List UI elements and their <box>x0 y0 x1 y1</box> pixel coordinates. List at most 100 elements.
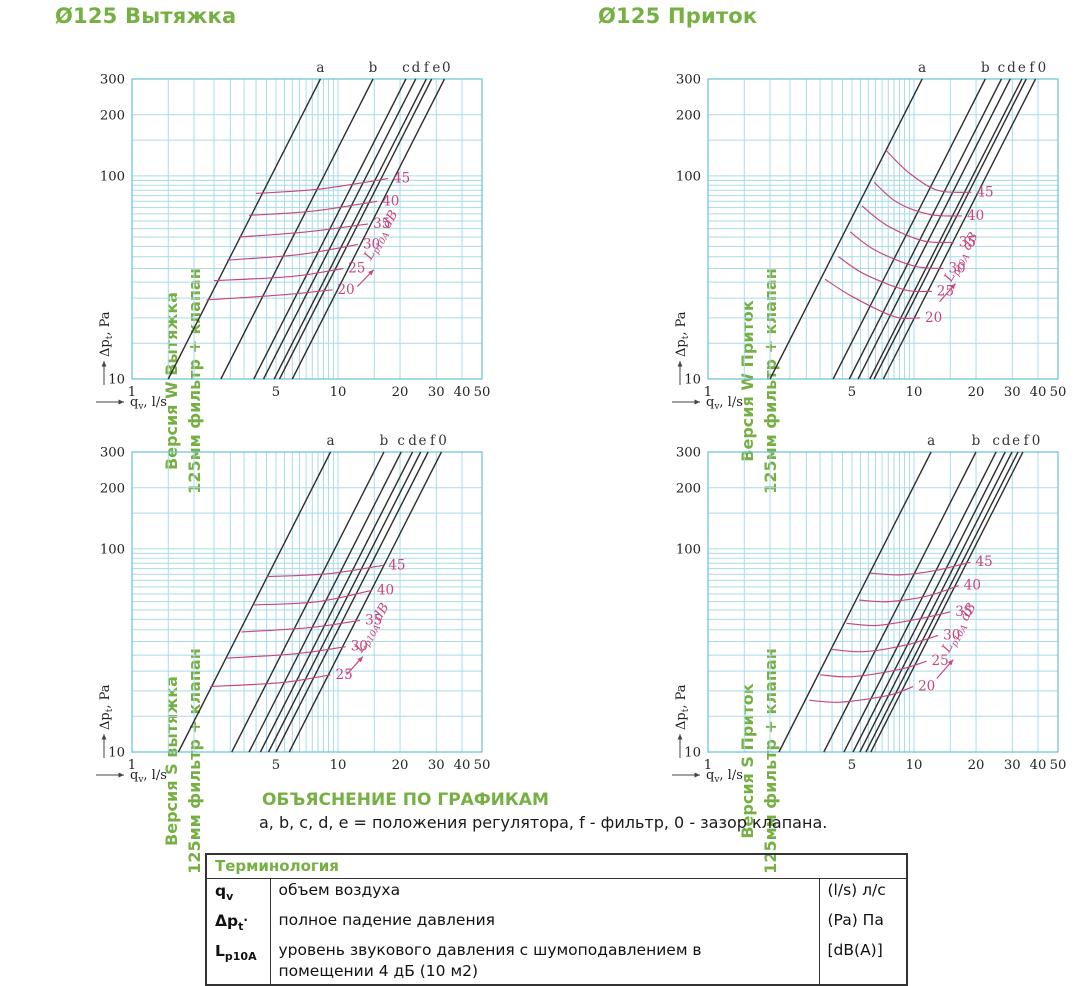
svg-text:1: 1 <box>704 758 712 773</box>
svg-text:45: 45 <box>976 184 993 200</box>
svg-text:qv, l/s: qv, l/s <box>706 768 743 785</box>
svg-text:35: 35 <box>373 216 390 232</box>
svg-text:d: d <box>1007 60 1016 76</box>
column-title-supply: Ø125 Приток <box>598 4 758 28</box>
svg-text:10: 10 <box>108 373 125 388</box>
explanation-heading: ОБЪЯСНЕНИЕ ПО ГРАФИКАМ <box>262 790 549 810</box>
svg-text:200: 200 <box>100 108 125 123</box>
svg-text:20: 20 <box>392 385 409 400</box>
svg-text:45: 45 <box>975 554 992 570</box>
svg-text:10: 10 <box>330 758 347 773</box>
svg-text:10: 10 <box>330 385 347 400</box>
svg-text:40: 40 <box>454 758 471 773</box>
svg-text:f: f <box>1029 60 1035 76</box>
svg-text:Lp10A dB: Lp10A dB <box>352 601 394 657</box>
svg-text:20: 20 <box>968 758 985 773</box>
svg-text:25: 25 <box>932 653 949 669</box>
svg-text:f: f <box>1024 433 1030 449</box>
svg-text:c: c <box>397 433 405 449</box>
svg-text:30: 30 <box>428 758 445 773</box>
svg-text:a: a <box>327 433 335 449</box>
svg-text:100: 100 <box>100 542 125 557</box>
svg-text:35: 35 <box>365 612 382 628</box>
svg-text:200: 200 <box>676 108 701 123</box>
svg-text:c: c <box>402 60 410 76</box>
svg-text:100: 100 <box>676 169 701 184</box>
svg-text:30: 30 <box>1004 385 1021 400</box>
svg-text:5: 5 <box>848 758 856 773</box>
svg-text:30: 30 <box>948 261 965 277</box>
svg-text:20: 20 <box>968 385 985 400</box>
svg-text:40: 40 <box>382 193 399 209</box>
svg-text:30: 30 <box>428 385 445 400</box>
unit-dpt: (Pa) Па <box>818 909 908 940</box>
svg-text:qv, l/s: qv, l/s <box>706 395 743 412</box>
svg-text:25: 25 <box>336 667 353 683</box>
svg-text:b: b <box>972 433 981 449</box>
unit-qv: (l/s) л/с <box>818 878 908 910</box>
svg-text:qv, l/s: qv, l/s <box>130 395 167 412</box>
svg-text:5: 5 <box>848 385 856 400</box>
svg-text:f: f <box>430 433 436 449</box>
svg-text:300: 300 <box>676 73 701 88</box>
svg-text:35: 35 <box>955 604 972 620</box>
symbol-qv: qv <box>215 882 234 904</box>
unit-lp10a: [dB(A)] <box>818 939 908 986</box>
description-lp10a: уровень звукового давления с шумоподавле… <box>269 939 819 986</box>
column-title-extract: Ø125 Вытяжка <box>55 4 237 28</box>
svg-text:100: 100 <box>676 542 701 557</box>
svg-text:200: 200 <box>676 481 701 496</box>
svg-text:10: 10 <box>684 746 701 761</box>
svg-text:e: e <box>1012 433 1020 449</box>
svg-text:f: f <box>424 60 430 76</box>
svg-text:1: 1 <box>128 385 136 400</box>
svg-text:d: d <box>1002 433 1011 449</box>
svg-text:d: d <box>408 433 417 449</box>
svg-text:40: 40 <box>454 385 471 400</box>
svg-text:Δpt, Pa: Δpt, Pa <box>674 684 691 730</box>
svg-text:a: a <box>316 60 324 76</box>
terminology-table: Терминология qv объем воздуха (l/s) л/с … <box>205 853 909 986</box>
svg-text:20: 20 <box>918 679 935 695</box>
svg-text:300: 300 <box>100 446 125 461</box>
svg-text:1: 1 <box>128 758 136 773</box>
svg-text:e: e <box>432 60 440 76</box>
symbol-dpt: Δpt· <box>215 912 248 934</box>
svg-text:a: a <box>918 60 926 76</box>
svg-text:b: b <box>369 60 378 76</box>
svg-text:40: 40 <box>1030 385 1047 400</box>
svg-text:20: 20 <box>392 758 409 773</box>
svg-text:45: 45 <box>393 171 410 187</box>
svg-text:10: 10 <box>906 385 923 400</box>
svg-text:30: 30 <box>363 236 380 252</box>
svg-text:qv, l/s: qv, l/s <box>130 768 167 785</box>
svg-text:25: 25 <box>937 283 954 299</box>
svg-text:40: 40 <box>1030 758 1047 773</box>
svg-text:d: d <box>412 60 421 76</box>
explanation-text: a, b, c, d, e = положения регулятора, f … <box>259 813 828 832</box>
svg-text:e: e <box>1018 60 1026 76</box>
terminology-header-row: Терминология <box>206 854 908 879</box>
description-dpt: полное падение давления <box>269 909 819 940</box>
svg-text:c: c <box>992 433 1000 449</box>
svg-text:50: 50 <box>1050 385 1067 400</box>
svg-text:30: 30 <box>943 627 960 643</box>
svg-text:50: 50 <box>474 385 491 400</box>
svg-text:e: e <box>419 433 427 449</box>
terminology-row-dpt: Δpt· полное падение давления (Pa) Па <box>206 909 908 940</box>
svg-text:200: 200 <box>100 481 125 496</box>
svg-text:50: 50 <box>1050 758 1067 773</box>
svg-text:35: 35 <box>959 234 976 250</box>
svg-text:a: a <box>927 433 935 449</box>
svg-text:100: 100 <box>100 169 125 184</box>
svg-text:b: b <box>380 433 389 449</box>
svg-text:40: 40 <box>377 582 394 598</box>
svg-text:10: 10 <box>684 373 701 388</box>
svg-text:30: 30 <box>351 639 368 655</box>
description-qv: объем воздуха <box>269 878 819 910</box>
svg-text:0: 0 <box>1032 433 1041 449</box>
svg-text:5: 5 <box>272 758 280 773</box>
